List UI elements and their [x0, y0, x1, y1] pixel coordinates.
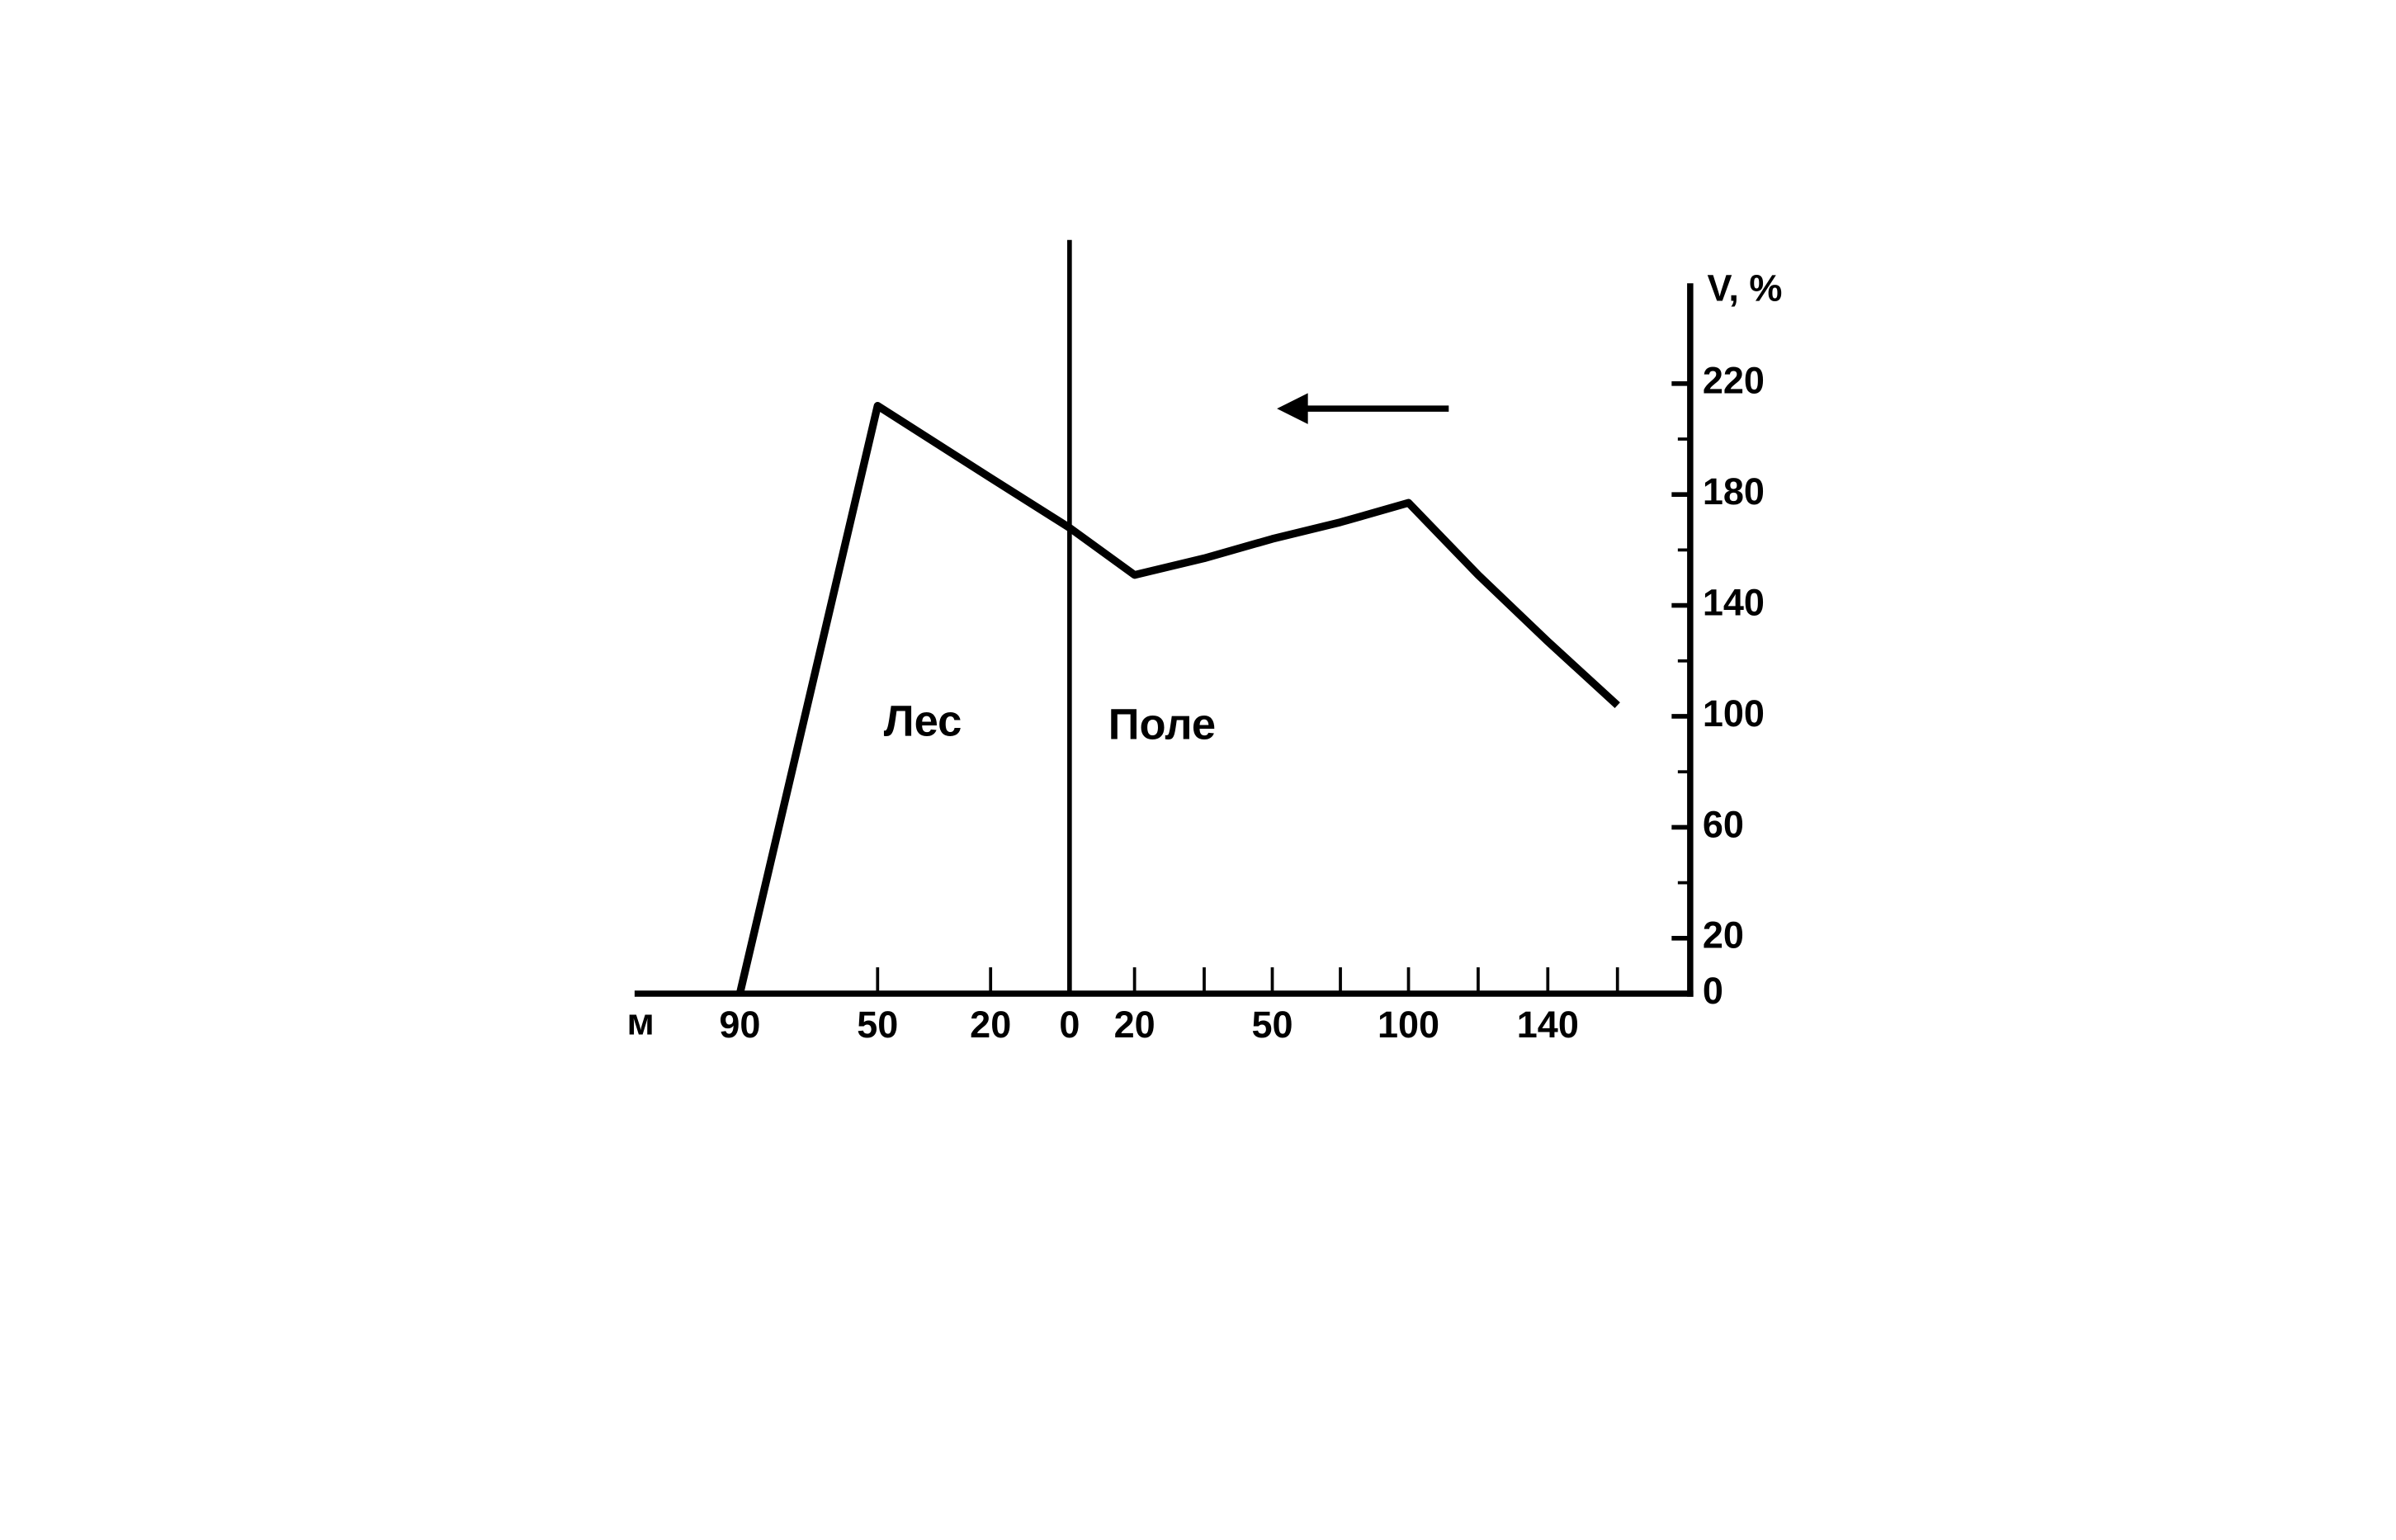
x-tick-label: 0 — [1059, 1004, 1080, 1046]
y-tick-label: 140 — [1703, 581, 1765, 623]
annotation: Лес — [884, 697, 962, 746]
x-tick-label: 50 — [1251, 1004, 1293, 1046]
y-tick-label: 180 — [1703, 470, 1765, 513]
arrow-head — [1277, 393, 1308, 424]
x-tick-label: 100 — [1378, 1004, 1439, 1046]
x-tick-label: 140 — [1517, 1004, 1579, 1046]
x-tick-label: 20 — [1114, 1004, 1155, 1046]
x-tick-label: 50 — [857, 1004, 898, 1046]
y-tick-label: 60 — [1703, 803, 1744, 845]
y-tick-label: 100 — [1703, 692, 1765, 735]
data-line — [735, 401, 1620, 995]
y-tick-label: 20 — [1703, 914, 1744, 957]
y-axis-label: V, % — [1707, 267, 1782, 309]
annotation: Поле — [1108, 700, 1216, 749]
y-tick-label: 220 — [1703, 360, 1765, 402]
x-axis-unit: м — [627, 1000, 655, 1042]
x-tick-label: 20 — [970, 1004, 1011, 1046]
x-tick-label: 90 — [719, 1004, 760, 1046]
y-tick-label: 0 — [1703, 970, 1723, 1012]
